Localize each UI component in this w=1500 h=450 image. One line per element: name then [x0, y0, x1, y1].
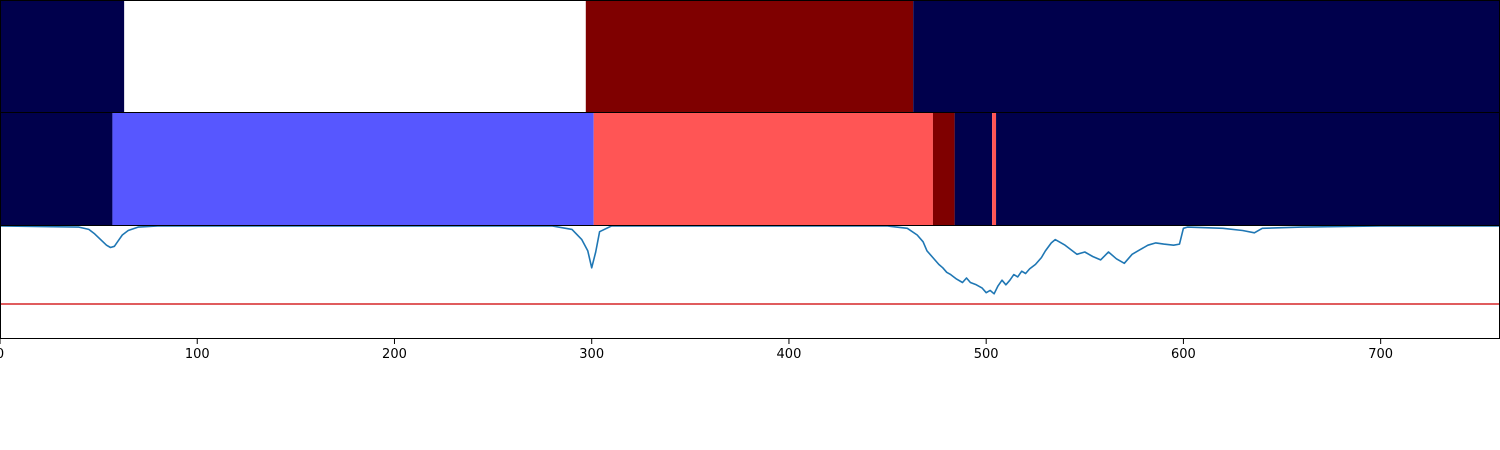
band-segment-1-3 — [585, 1, 914, 113]
band-segment-2-4 — [932, 113, 955, 226]
x-tick-label-200: 200 — [382, 347, 407, 362]
x-tick-label-100: 100 — [185, 347, 210, 362]
x-axis: 0 100 200 300 400 500 600 700 — [0, 339, 1393, 362]
x-tick-label-300: 300 — [579, 347, 604, 362]
band-segment-2-1 — [0, 113, 113, 226]
series-line-1 — [0, 226, 1499, 295]
band-segment-1-2 — [124, 1, 586, 113]
band-segment-2-6 — [992, 113, 997, 226]
band-segment-1-1 — [0, 1, 125, 113]
panel-frame-3 — [0, 225, 1500, 339]
band-segment-1-4 — [913, 1, 1499, 113]
band-segment-2-3 — [593, 113, 933, 226]
line-panel — [0, 226, 1500, 305]
x-tick-label-500: 500 — [974, 347, 999, 362]
band-segment-2-2 — [112, 113, 594, 226]
band-tracks — [0, 1, 1499, 226]
band-segment-2-7 — [996, 113, 1499, 226]
x-tick-label-600: 600 — [1171, 347, 1196, 362]
band-segment-2-5 — [954, 113, 993, 226]
series-layer — [0, 226, 1499, 295]
x-tick-label-0: 0 — [0, 347, 4, 362]
x-tick-label-700: 700 — [1368, 347, 1393, 362]
x-tick-label-400: 400 — [777, 347, 802, 362]
